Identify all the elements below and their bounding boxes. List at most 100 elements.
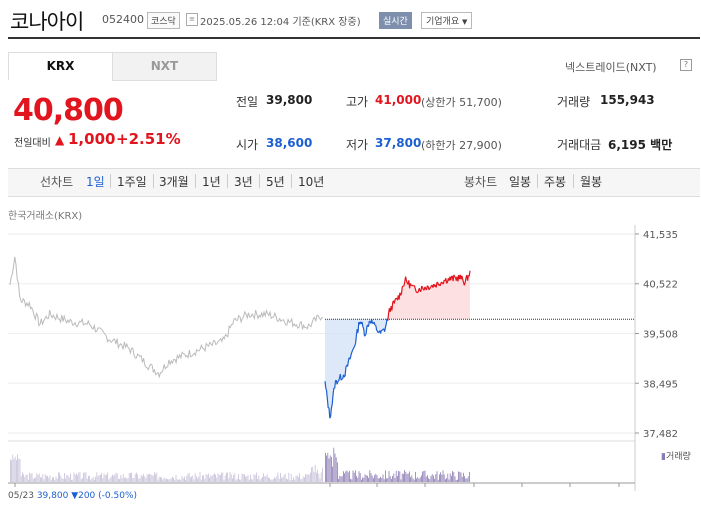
volume-bar xyxy=(464,476,465,482)
help-icon[interactable]: ? xyxy=(680,59,692,71)
volume-bar xyxy=(212,474,214,482)
volume-bar xyxy=(234,473,236,482)
volume-bar xyxy=(200,479,202,482)
period-1w[interactable]: 1주일 xyxy=(117,175,147,189)
volume-bar xyxy=(412,478,414,482)
volume-bar xyxy=(254,475,256,482)
volume-label: 거래량 xyxy=(557,95,591,109)
period-10y[interactable]: 10년 xyxy=(298,175,325,189)
volume-bar xyxy=(136,472,137,482)
volume-bar xyxy=(338,478,339,482)
volume-bar xyxy=(188,472,190,482)
line-chart-label: 선차트 xyxy=(40,175,74,189)
separator xyxy=(110,174,111,188)
period-daily[interactable]: 일봉 xyxy=(509,175,532,189)
volume-bar xyxy=(371,475,373,482)
nextrade-link[interactable]: 넥스트레이드(NXT) xyxy=(565,61,657,74)
volume-bar xyxy=(95,476,96,482)
volume-bar xyxy=(154,472,155,482)
volume-bar xyxy=(134,473,136,482)
volume-bar xyxy=(260,478,262,482)
volume-bar xyxy=(214,473,215,482)
volume-bar xyxy=(386,478,387,482)
period-5y[interactable]: 5년 xyxy=(266,175,285,189)
volume-bar xyxy=(119,479,120,482)
volume-bar xyxy=(228,478,230,482)
tab-nxt[interactable]: NXT xyxy=(112,52,217,81)
volume-bar xyxy=(428,478,429,482)
volume-bar xyxy=(79,472,81,482)
open-value: 38,600 xyxy=(266,136,313,150)
volume-bar xyxy=(282,477,284,482)
volume-bar xyxy=(125,477,126,482)
volume-bar xyxy=(300,479,302,482)
volume-bar xyxy=(76,473,77,482)
volume-bar xyxy=(46,475,47,482)
volume-bar xyxy=(326,455,327,482)
company-overview-button[interactable]: 기업개요 ▼ xyxy=(421,12,473,29)
period-1y[interactable]: 1년 xyxy=(202,175,221,189)
tab-krx[interactable]: KRX xyxy=(8,52,113,80)
volume-bar xyxy=(103,473,105,482)
volume-bar xyxy=(32,478,34,482)
volume-bar xyxy=(421,475,422,482)
period-3m[interactable]: 3개월 xyxy=(159,175,189,189)
period-3y[interactable]: 3년 xyxy=(234,175,253,189)
prev-close-value: 39,800 xyxy=(266,93,313,107)
volume-bar xyxy=(58,472,59,482)
period-1d[interactable]: 1일 xyxy=(86,175,105,189)
volume-bar xyxy=(68,477,70,482)
volume-bar xyxy=(248,479,250,482)
volume-bar xyxy=(277,472,279,482)
volume-bar xyxy=(240,479,242,482)
volume-bar xyxy=(89,475,90,482)
volume-bar xyxy=(112,474,113,482)
volume-bar xyxy=(284,473,286,482)
volume-bar xyxy=(313,471,315,482)
volume-bar xyxy=(173,477,174,482)
volume-bar xyxy=(308,474,310,482)
volume-bar xyxy=(178,479,179,482)
volume-bar xyxy=(337,462,338,482)
volume-bar xyxy=(242,474,244,482)
volume-bar xyxy=(12,454,14,482)
volume-bar xyxy=(388,471,390,482)
volume-bar xyxy=(180,479,182,482)
volume-bar xyxy=(374,475,375,482)
volume-bar xyxy=(399,471,401,482)
volume-bar xyxy=(362,477,363,482)
volume-bar xyxy=(382,474,384,482)
volume-bar xyxy=(73,472,75,482)
volume-bar xyxy=(288,472,290,482)
prev-day-series xyxy=(9,256,324,379)
volume-bar xyxy=(56,478,58,482)
volume-bar xyxy=(332,466,333,482)
volume-bar xyxy=(166,478,167,482)
volume-bar xyxy=(235,479,237,482)
volume-bar xyxy=(391,478,392,482)
separator xyxy=(537,174,538,188)
volume-bar xyxy=(357,477,359,482)
volume-bar xyxy=(121,478,123,482)
volume-bar xyxy=(435,474,437,482)
header-divider xyxy=(8,37,700,39)
period-weekly[interactable]: 주봉 xyxy=(544,175,567,189)
volume-bar xyxy=(20,476,22,482)
volume-bar xyxy=(137,474,138,482)
volume-bar xyxy=(341,475,343,482)
volume-bar xyxy=(294,479,296,482)
volume-bar xyxy=(13,458,15,482)
volume-bar xyxy=(413,479,415,482)
volume-bar xyxy=(150,474,152,482)
volume-bar xyxy=(182,477,184,482)
volume-bar xyxy=(53,477,54,482)
volume-bar xyxy=(280,472,281,482)
volume-bar xyxy=(17,454,18,482)
today-down-series xyxy=(324,318,389,419)
volume-bar xyxy=(377,478,379,482)
y-tick-label: 41,535 xyxy=(643,230,678,241)
market-badge: 코스닥 xyxy=(147,12,180,29)
volume-bar xyxy=(383,479,385,482)
period-monthly[interactable]: 월봉 xyxy=(580,175,603,189)
volume-bar xyxy=(238,474,239,482)
